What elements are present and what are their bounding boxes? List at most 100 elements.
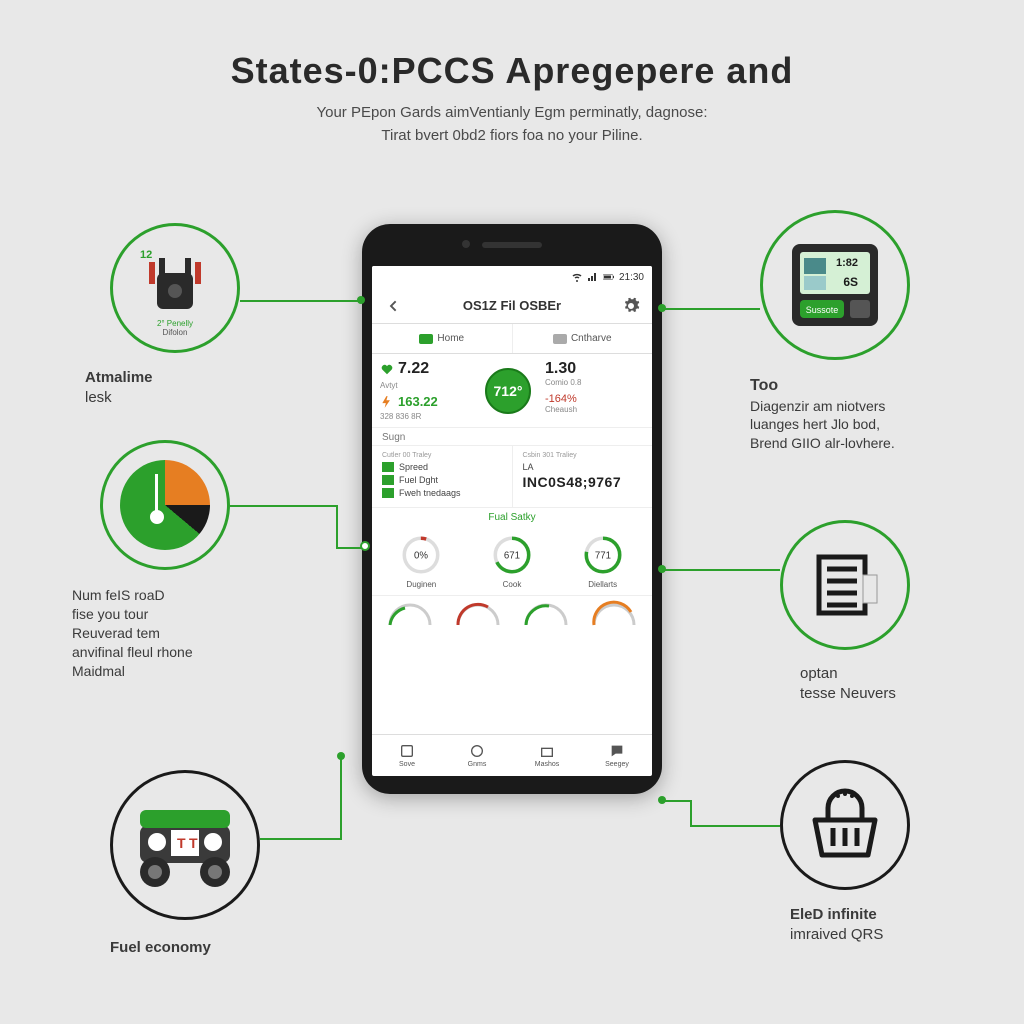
stat-sub: Cheaush <box>545 405 644 414</box>
connector-ring <box>360 541 370 551</box>
stat-value: 1.30 <box>545 360 644 378</box>
connector-dot <box>357 296 365 304</box>
vehicle-dash-icon: T T <box>125 800 245 890</box>
tabs: Home Cntharve <box>372 324 652 354</box>
back-button[interactable] <box>380 293 406 319</box>
feature-text-basket: EleD infinite imraived QRS <box>790 905 883 946</box>
gauge-item: 0% Duginen <box>399 533 443 589</box>
panel-sub-header: Csbin 301 Traliey <box>523 452 643 459</box>
mini-gauge-icon <box>453 600 503 630</box>
page-title: States-0:PCCS Apregepere and <box>0 50 1024 92</box>
tab-icon <box>553 334 567 344</box>
gauge-ring-icon: 771 <box>581 533 625 577</box>
nav-label: Seegey <box>605 761 629 768</box>
svg-text:6S: 6S <box>843 275 858 289</box>
nav-icon <box>469 743 485 759</box>
legend-item: Fweh tnedaags <box>382 488 502 498</box>
gauge-value: 671 <box>504 551 520 562</box>
subtitle-line-2: Tirat bvert 0bd2 fiors foa no your Pilin… <box>381 127 642 144</box>
nav-icon <box>399 743 415 759</box>
stat-value: -164% <box>545 393 644 405</box>
stats-row: 7.22 Avtyt 163.22 328 836 8R 712° 1.30 C… <box>372 354 652 427</box>
page-subtitle: Your PEpon Gards aimVentianly Egm permin… <box>0 102 1024 147</box>
feature-bubble-basket <box>780 760 910 890</box>
engine-meter-icon: 12 2° Penelly Difolon <box>125 238 225 338</box>
panel-sub-header: Cutler 00 Traley <box>382 452 502 459</box>
svg-text:12: 12 <box>140 249 152 261</box>
settings-button[interactable] <box>618 293 644 319</box>
nav-item-3[interactable]: Mashos <box>512 735 582 776</box>
bottom-nav: Sove Gnms Mashos Seegey <box>372 734 652 776</box>
section-header: Sugn <box>372 427 652 445</box>
feature-bubble-device: 1:82 6S Sussote <box>760 210 910 360</box>
gauge-label: Diellarts <box>588 580 617 589</box>
nav-label: Sove <box>399 761 415 768</box>
connector-dot <box>658 565 666 573</box>
nav-icon <box>539 743 555 759</box>
tab-label: Home <box>437 333 464 344</box>
gauges-row: 0% Duginen 671 Cook 771 Diellarts <box>372 527 652 595</box>
feature-bubble-report <box>780 520 910 650</box>
legend-label: Fweh tnedaags <box>399 488 461 498</box>
report-lines-icon <box>805 545 885 625</box>
svg-text:2° Penelly: 2° Penelly <box>157 319 193 328</box>
mini-gauge-icon <box>521 600 571 630</box>
bolt-icon <box>380 395 394 409</box>
connector-dot <box>337 752 345 760</box>
legend-panel: Cutler 00 Traley Spreed Fuel Dght Fweh t… <box>372 445 652 507</box>
nav-item-2[interactable]: Gnms <box>442 735 512 776</box>
feature-title: optan <box>800 665 838 682</box>
connector-line <box>662 308 760 310</box>
tab-secondary[interactable]: Cntharve <box>513 324 653 353</box>
feature-line: imraived QRS <box>790 926 883 943</box>
stat-sub: 328 836 8R <box>380 412 479 421</box>
feature-text-realtime: Atmalime lesk <box>85 368 153 409</box>
app-title: OS1Z Fil OSBEr <box>406 298 618 313</box>
feature-title: Too <box>750 377 778 394</box>
gauge-item: 671 Cook <box>490 533 534 589</box>
mini-charts-row <box>372 595 652 632</box>
connector-line <box>690 825 780 827</box>
nav-item-4[interactable]: Seegey <box>582 735 652 776</box>
stat-value: 163.22 <box>398 394 438 409</box>
connector-line <box>230 505 338 507</box>
phone-speaker <box>482 242 542 248</box>
legend-left: Cutler 00 Traley Spreed Fuel Dght Fweh t… <box>372 446 513 507</box>
heart-icon <box>380 362 394 376</box>
feature-text-device: Too Diagenzir am niotversluanges hert Jl… <box>750 375 895 453</box>
stat-value: 7.22 <box>398 360 429 378</box>
connector-dot <box>658 796 666 804</box>
pie-chart-icon <box>120 460 210 550</box>
center-gauge-badge: 712° <box>485 368 531 414</box>
svg-text:Sussote: Sussote <box>806 305 839 315</box>
legend-swatch <box>382 462 394 472</box>
phone-camera <box>462 240 470 248</box>
svg-text:T: T <box>177 835 186 851</box>
status-time: 21:30 <box>619 272 644 283</box>
connector-dot <box>658 304 666 312</box>
feature-line: lesk <box>85 389 112 406</box>
gauge-value: 771 <box>595 551 611 562</box>
nav-item-1[interactable]: Sove <box>372 735 442 776</box>
svg-text:T: T <box>189 835 198 851</box>
battery-icon <box>603 271 615 283</box>
legend-item: Fuel Dght <box>382 475 502 485</box>
feature-bubble-pie <box>100 440 230 570</box>
mini-gauge-icon <box>385 600 435 630</box>
stat-sub: Comio 0.8 <box>545 378 644 387</box>
status-bar: 21:30 <box>372 266 652 288</box>
stat-sub: Avtyt <box>380 381 479 390</box>
feature-bubble-realtime: 12 2° Penelly Difolon <box>110 223 240 353</box>
feature-title: Atmalime <box>85 369 153 386</box>
gauge-ring-icon: 671 <box>490 533 534 577</box>
app-header: OS1Z Fil OSBEr <box>372 288 652 324</box>
tab-home[interactable]: Home <box>372 324 513 353</box>
nav-label: Mashos <box>535 761 560 768</box>
connector-line <box>690 800 692 825</box>
legend-item: Spreed <box>382 462 502 472</box>
connector-line <box>662 569 780 571</box>
code-label: LA <box>523 462 643 472</box>
legend-swatch <box>382 488 394 498</box>
feature-title: EleD infinite <box>790 906 877 923</box>
feature-text-fuel: Fuel economy <box>110 938 211 958</box>
